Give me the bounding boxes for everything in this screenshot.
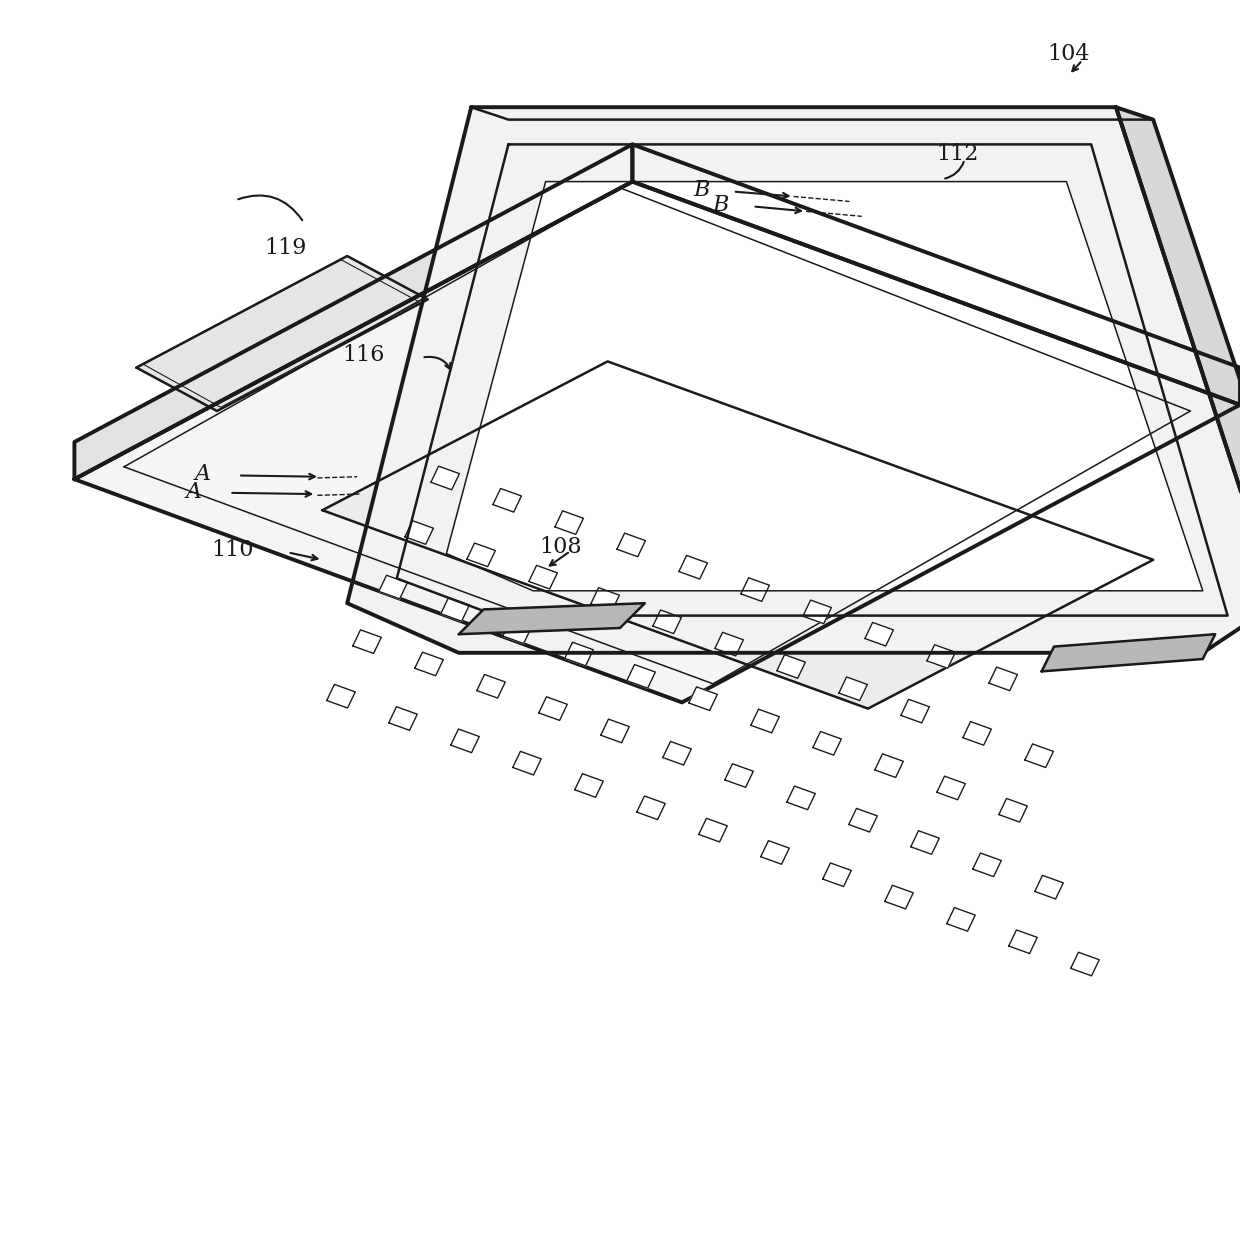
Polygon shape bbox=[813, 731, 841, 755]
Polygon shape bbox=[715, 632, 743, 656]
Text: B: B bbox=[693, 180, 709, 201]
Polygon shape bbox=[937, 776, 965, 800]
Text: 112: 112 bbox=[936, 143, 978, 166]
Polygon shape bbox=[911, 830, 939, 854]
Polygon shape bbox=[885, 885, 913, 909]
Polygon shape bbox=[761, 840, 789, 864]
Polygon shape bbox=[777, 654, 805, 678]
Polygon shape bbox=[136, 256, 428, 411]
Polygon shape bbox=[1025, 744, 1053, 767]
Polygon shape bbox=[1035, 875, 1063, 899]
Text: 104: 104 bbox=[1048, 43, 1090, 65]
Text: A: A bbox=[195, 463, 211, 485]
Polygon shape bbox=[999, 799, 1027, 823]
Polygon shape bbox=[74, 182, 1240, 702]
Polygon shape bbox=[503, 620, 531, 643]
Text: 108: 108 bbox=[539, 536, 582, 559]
Polygon shape bbox=[680, 555, 707, 579]
Polygon shape bbox=[990, 667, 1017, 691]
Polygon shape bbox=[471, 107, 1153, 119]
Text: 119: 119 bbox=[264, 237, 306, 260]
Polygon shape bbox=[415, 652, 443, 676]
Polygon shape bbox=[539, 697, 567, 721]
Text: B: B bbox=[713, 195, 729, 216]
Polygon shape bbox=[849, 809, 877, 831]
Polygon shape bbox=[947, 908, 975, 931]
Polygon shape bbox=[787, 786, 815, 810]
Polygon shape bbox=[379, 575, 407, 599]
Polygon shape bbox=[494, 489, 521, 512]
Polygon shape bbox=[74, 144, 632, 480]
Polygon shape bbox=[1009, 929, 1037, 953]
Polygon shape bbox=[441, 598, 469, 622]
Polygon shape bbox=[963, 722, 991, 745]
Polygon shape bbox=[446, 182, 1203, 590]
Polygon shape bbox=[627, 664, 655, 688]
Polygon shape bbox=[322, 362, 1153, 708]
Polygon shape bbox=[347, 107, 1240, 653]
Text: 116: 116 bbox=[342, 344, 384, 367]
Polygon shape bbox=[618, 533, 645, 556]
Polygon shape bbox=[405, 521, 433, 544]
Polygon shape bbox=[875, 754, 903, 777]
Polygon shape bbox=[513, 751, 541, 775]
Polygon shape bbox=[575, 774, 603, 798]
Polygon shape bbox=[353, 629, 381, 653]
Polygon shape bbox=[1071, 952, 1099, 976]
Polygon shape bbox=[467, 543, 495, 566]
Polygon shape bbox=[804, 600, 831, 624]
Polygon shape bbox=[901, 700, 929, 723]
Polygon shape bbox=[1042, 634, 1215, 672]
Polygon shape bbox=[725, 764, 753, 788]
Text: A: A bbox=[186, 481, 202, 502]
Polygon shape bbox=[632, 144, 1240, 404]
Polygon shape bbox=[637, 796, 665, 820]
Polygon shape bbox=[839, 677, 867, 701]
Polygon shape bbox=[751, 710, 779, 732]
Polygon shape bbox=[556, 511, 583, 534]
Polygon shape bbox=[565, 642, 593, 666]
Polygon shape bbox=[866, 623, 893, 646]
Polygon shape bbox=[601, 720, 629, 742]
Polygon shape bbox=[459, 603, 645, 634]
Polygon shape bbox=[1116, 107, 1240, 603]
Polygon shape bbox=[529, 565, 557, 589]
Polygon shape bbox=[653, 610, 681, 633]
Polygon shape bbox=[432, 466, 459, 490]
Polygon shape bbox=[591, 588, 619, 612]
Polygon shape bbox=[742, 578, 769, 602]
Polygon shape bbox=[823, 863, 851, 887]
Polygon shape bbox=[477, 674, 505, 698]
Polygon shape bbox=[389, 707, 417, 730]
Polygon shape bbox=[451, 728, 479, 752]
Polygon shape bbox=[663, 741, 691, 765]
Polygon shape bbox=[327, 685, 355, 708]
Polygon shape bbox=[928, 644, 955, 668]
Polygon shape bbox=[699, 819, 727, 842]
Text: 110: 110 bbox=[212, 539, 254, 561]
Polygon shape bbox=[973, 853, 1001, 877]
Polygon shape bbox=[689, 687, 717, 711]
